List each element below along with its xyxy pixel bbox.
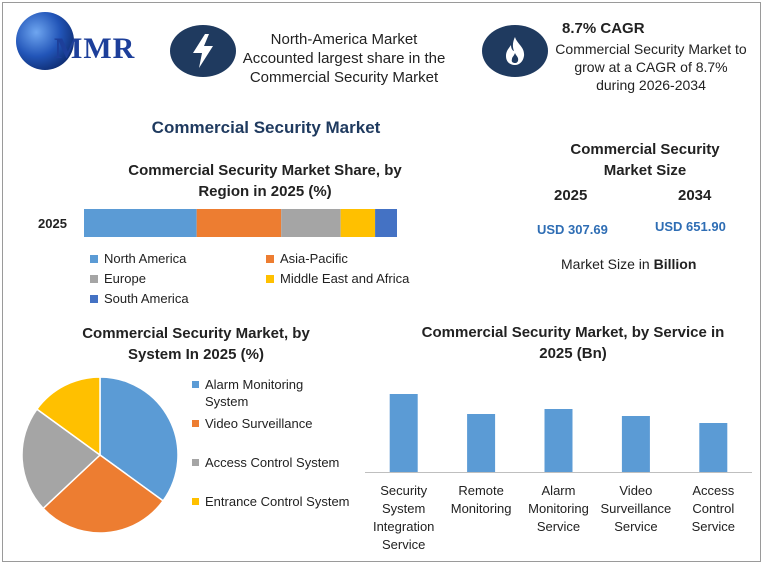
service-chart-title: Commercial Security Market, by Service i… (421, 324, 725, 362)
system-legend-item-alarm-monitoring-system: Alarm Monitoring System (192, 376, 325, 410)
region-legend-item-south-america: South America (90, 291, 189, 306)
cagr-title: 8.7% CAGR (562, 20, 645, 37)
legend-swatch (90, 254, 98, 263)
service-bar-remote-monitoring (467, 414, 496, 472)
service-x-tick-label: Remote Monitoring (440, 482, 522, 518)
market-size-note-unit: Billion (653, 256, 697, 272)
pie-slice-entrance-control-system (35, 376, 101, 457)
legend-swatch (266, 254, 274, 263)
region-bar-segment-europe (281, 209, 341, 237)
service-x-tick-line: Video (619, 483, 653, 498)
region-legend-item-middle-east-and-africa: Middle East and Africa (266, 271, 409, 286)
page-title: Commercial Security Market (151, 118, 381, 137)
market-size-year-2025: 2025 (554, 187, 588, 204)
legend-label: Europe (104, 271, 146, 286)
flame-icon (482, 25, 548, 77)
service-x-tick-line: Control (692, 501, 735, 516)
legend-label: Alarm Monitoring System (205, 377, 304, 409)
market-size-note-prefix: Market Size in (561, 256, 654, 272)
service-x-tick-line: Remote (458, 483, 504, 498)
pie-slice-alarm-monitoring-system (99, 376, 179, 502)
legend-swatch (192, 498, 199, 505)
service-bar-alarm-monitoring-service (544, 409, 573, 472)
pie-slice-access-control-system (21, 408, 102, 510)
legend-label: Middle East and Africa (280, 271, 410, 286)
service-x-tick-line: Monitoring (528, 501, 589, 516)
service-x-tick-line: Service (691, 519, 735, 534)
service-x-tick-line: Access (692, 483, 735, 498)
region-chart-title: Commercial Security Market Share, by Reg… (128, 162, 402, 200)
region-highlight-text: North-America Market Accounted largest s… (242, 31, 446, 86)
market-size-year-2034: 2034 (678, 187, 712, 204)
service-x-tick-label: Security System Integration Service (363, 482, 445, 554)
legend-label: Access Control System (205, 455, 340, 470)
market-size-value-2025: USD 307.69 (537, 222, 608, 237)
region-chart-category-label: 2025 (38, 216, 67, 231)
service-x-tick-line: Surveillance (600, 501, 672, 516)
market-size-value-2034: USD 651.90 (655, 219, 726, 234)
market-size-title: Commercial Security Market Size (570, 141, 720, 179)
region-legend-item-north-america: North America (90, 251, 186, 266)
service-x-tick-line: Service (536, 519, 581, 534)
legend-label: North America (104, 251, 187, 266)
region-legend-item-asia-pacific: Asia-Pacific (266, 251, 348, 266)
service-bar-access-control-service (699, 423, 728, 472)
service-x-tick-label: Video Surveillance Service (595, 482, 677, 536)
legend-label: Asia-Pacific (280, 251, 348, 266)
service-x-tick-label: Alarm Monitoring Service (518, 482, 600, 536)
region-legend-item-europe: Europe (90, 271, 146, 286)
legend-swatch (90, 294, 98, 303)
service-x-tick-line: Monitoring (450, 501, 512, 516)
service-x-tick-line: Integration (372, 519, 435, 534)
brand-logo-text: MMR (54, 32, 136, 65)
legend-swatch (266, 274, 274, 283)
legend-label: Entrance Control System (205, 494, 350, 509)
service-x-tick-line: Service (382, 537, 426, 552)
legend-swatch (192, 459, 199, 466)
pie-slice-video-surveillance (42, 454, 165, 534)
region-bar-segment-asia-pacific (196, 209, 282, 237)
service-x-tick-line: System (382, 501, 426, 516)
legend-swatch (90, 274, 98, 283)
service-x-tick-label: Access Control Service (672, 482, 754, 536)
service-bar-security-system-integration-service (389, 394, 418, 472)
region-bar-segment-south-america (375, 209, 397, 237)
system-legend-item-entrance-control-system: Entrance Control System (192, 493, 365, 510)
system-chart-title: Commercial Security Market, by System In… (82, 325, 310, 363)
service-x-tick-line: Security (380, 483, 428, 498)
service-bar-video-surveillance-service (621, 416, 650, 472)
region-bar-segment-middle-east-and-africa (340, 209, 376, 237)
legend-label: Video Surveillance (205, 416, 313, 431)
legend-label: South America (104, 291, 189, 306)
lightning-icon (170, 25, 236, 77)
legend-swatch (192, 381, 199, 388)
service-x-tick-line: Service (614, 519, 658, 534)
market-size-unit-note: Market Size in Billion (561, 256, 696, 272)
system-legend-item-video-surveillance: Video Surveillance (192, 415, 365, 432)
globe-logo-icon (16, 12, 74, 70)
legend-swatch (192, 420, 199, 427)
cagr-text: Commercial Security Market to grow at a … (555, 41, 747, 93)
region-bar-segment-north-america (84, 209, 197, 237)
service-x-tick-line: Alarm (541, 483, 576, 498)
system-legend-item-access-control-system: Access Control System (192, 454, 365, 471)
